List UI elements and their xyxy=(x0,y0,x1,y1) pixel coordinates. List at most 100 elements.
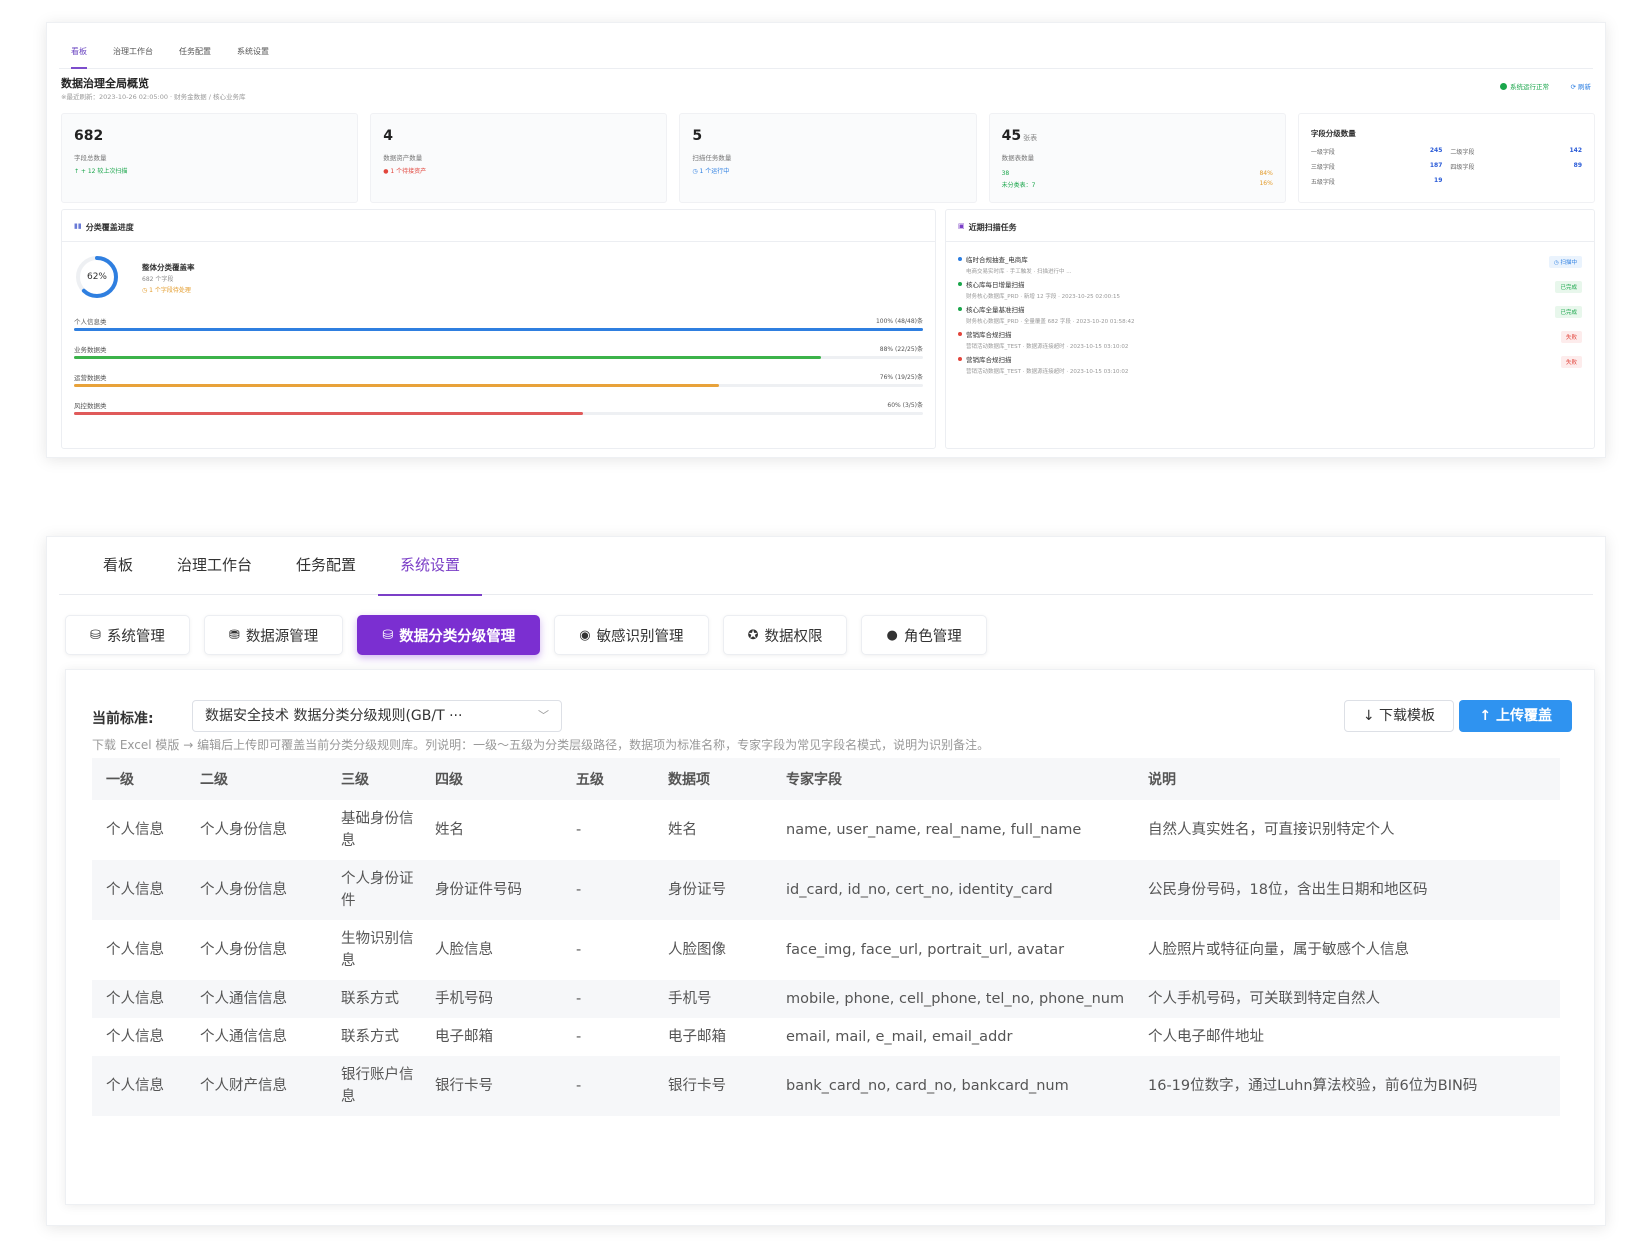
standard-label: 当前标准: xyxy=(92,711,154,727)
stat-cards: 682 字段总数量 ↑ + 12 较上次扫描 4 数据资产数量 ● 1 个待接资… xyxy=(61,113,1596,203)
dashboard-screenshot: 看板 治理工作台 任务配置 系统设置 数据治理全局概览 ※最近刷新：2023-1… xyxy=(46,22,1606,458)
task-name-row: 核心库每日增量扫描 xyxy=(958,279,1582,289)
bar-fill xyxy=(74,356,822,359)
table-cell: 个人身份信息 xyxy=(186,920,327,980)
overall-title: 整体分类覆盖率 xyxy=(142,263,195,272)
stat-card-levels: 字段分级数量 一级字段 245 二级字段 142 三级字段 187 四级字段 89 五级… xyxy=(1297,113,1596,203)
coverage-bar-row: 个人信息类 100% (48/48)条 xyxy=(74,316,923,340)
table-body: 个人信息 个人身份信息 基础身份信息 姓名 - 姓名 name, user_name, re… xyxy=(92,800,1560,1116)
table-cell: 银行账户信息 xyxy=(327,1056,421,1116)
tab-workbench[interactable]: 治理工作台 xyxy=(113,46,153,56)
sensitive-detection-button[interactable]: ◉ 敏感识别管理 xyxy=(554,615,709,655)
table-cell: - xyxy=(562,980,654,1018)
donut-chart xyxy=(76,256,118,298)
bar-fill xyxy=(74,328,923,331)
table-row[interactable]: 个人信息 个人财产信息 银行账户信息 银行卡号 - 银行卡号 bank_card_no, c… xyxy=(92,1056,1560,1116)
task-item[interactable]: 营销库合规扫描 营销活动数据库_TEST · 数据源连接超时 · 2023-10-… xyxy=(958,329,1582,353)
stat-card-assets: 4 数据资产数量 ● 1 个待接资产 xyxy=(370,113,668,203)
table-header-row: 一级 二级 三级 四级 五级 数据项 专家字段 说明 xyxy=(92,758,1560,800)
tab-dashboard[interactable]: 看板 xyxy=(103,556,134,574)
table-cell: 生物识别信息 xyxy=(327,920,421,980)
table-cell: - xyxy=(562,920,654,980)
datasource-management-button[interactable]: ⛃ 数据源管理 xyxy=(203,615,344,655)
table-row[interactable]: 个人信息 个人身份信息 生物识别信息 人脸信息 - 人脸图像 face_img, face_… xyxy=(92,920,1560,980)
system-management-button[interactable]: ⛁ 系统管理 xyxy=(65,615,190,655)
stat-card-tables: 45 张表 数据表数量 38 未分类表：7 84% 16% xyxy=(988,113,1286,203)
download-template-button[interactable]: ↓ 下载模板 xyxy=(1343,700,1454,732)
table-cell: 个人信息 xyxy=(92,1018,186,1056)
column-header: 一级 xyxy=(92,758,186,800)
classification-content: 当前标准: 数据安全技术 数据分类分级规则(GB/T ··· ﹀ ↓ 下载模板 … xyxy=(65,669,1595,1205)
panel-header: ▣ 近期扫描任务 xyxy=(946,210,1594,242)
bar-track xyxy=(74,412,923,415)
tab-workbench[interactable]: 治理工作台 xyxy=(177,556,253,574)
task-name: 营销库合规扫描 xyxy=(966,331,1012,339)
task-item[interactable]: 临时合规抽查_电商库 电商交易实时库 · 手工触发 · 扫描进行中 ... ◷ 扫描… xyxy=(958,254,1582,278)
table-cell: 联系方式 xyxy=(327,980,421,1018)
upload-overwrite-button[interactable]: ↑ 上传覆盖 xyxy=(1459,700,1572,732)
tab-dashboard[interactable]: 看板 xyxy=(71,35,87,69)
classified-pct: 84% xyxy=(1259,170,1273,177)
task-icon: ▣ xyxy=(958,222,965,230)
datasource-icon: ⛃ xyxy=(228,627,240,643)
table-cell: 个人身份证件 xyxy=(327,860,421,920)
eye-icon: ◉ xyxy=(579,627,591,643)
table-cell: 个人通信信息 xyxy=(186,1018,327,1056)
system-status-text: 系统运行正常 xyxy=(1510,83,1549,91)
status-dot-icon xyxy=(958,282,962,286)
standard-select[interactable]: 数据安全技术 数据分类分级规则(GB/T ··· ﹀ xyxy=(192,700,562,732)
stat-unit: 张表 xyxy=(1023,134,1038,142)
table-row[interactable]: 个人信息 个人通信信息 联系方式 手机号码 - 手机号 mobile, phone, cel… xyxy=(92,980,1560,1018)
subnav-label: 系统管理 xyxy=(106,628,165,645)
data-permission-button[interactable]: ✪ 数据权限 xyxy=(722,615,848,655)
table-cell: 个人身份信息 xyxy=(186,860,327,920)
table-cell: 身份证件号码 xyxy=(421,860,562,920)
table-cell: 个人财产信息 xyxy=(186,1056,327,1116)
table-cell: 手机号 xyxy=(654,980,772,1018)
column-header: 说明 xyxy=(1134,758,1560,800)
settings-subnav: ⛁ 系统管理 ⛃ 数据源管理 ⛁ 数据分类分级管理 ◉ 敏感识别管理 ✪ 数据权限 ● 角色… xyxy=(65,615,987,655)
table-cell: mobile, phone, cell_phone, tel_no, phone… xyxy=(772,980,1134,1018)
level-value: 245 xyxy=(1429,147,1443,154)
overall-sub: 682 个字段 xyxy=(142,276,174,283)
role-management-button[interactable]: ● 角色管理 xyxy=(861,615,987,655)
tab-task-config[interactable]: 任务配置 xyxy=(296,556,357,574)
recent-tasks-panel: ▣ 近期扫描任务 临时合规抽查_电商库电商交易实时库 · 手工触发 · 扫描进行中… xyxy=(945,209,1595,449)
stat-value: 5 xyxy=(692,128,703,144)
classification-management-button[interactable]: ⛁ 数据分类分级管理 xyxy=(357,615,541,655)
table-row[interactable]: 个人信息 个人身份信息 基础身份信息 姓名 - 姓名 name, user_name, re… xyxy=(92,800,1560,860)
table-cell: 个人信息 xyxy=(92,920,186,980)
table-row[interactable]: 个人信息 个人通信信息 联系方式 电子邮箱 - 电子邮箱 email, mail, e_ma… xyxy=(92,1018,1560,1056)
stat-value: 682 xyxy=(74,128,104,144)
database-icon: ⛁ xyxy=(90,627,101,643)
table-row[interactable]: 个人信息 个人身份信息 个人身份证件 身份证件号码 - 身份证号 id_card, id_n… xyxy=(92,860,1560,920)
subnav-label: 数据分类分级管理 xyxy=(399,628,516,645)
stat-label: 数据表数量 xyxy=(1001,154,1035,162)
table-cell: 银行卡号 xyxy=(421,1056,562,1116)
unclassified-pct: 16% xyxy=(1259,180,1273,187)
stat-card-fields: 682 字段总数量 ↑ + 12 较上次扫描 xyxy=(61,113,359,203)
refresh-link[interactable]: ⟳ 刷新 xyxy=(1570,83,1591,91)
tab-system-settings[interactable]: 系统设置 xyxy=(237,46,269,56)
table-cell: email, mail, e_mail, email_addr xyxy=(772,1018,1134,1056)
task-item[interactable]: 营销库合规扫描 营销活动数据库_TEST · 数据源连接超时 · 2023-10-… xyxy=(958,354,1582,378)
bar-track xyxy=(74,384,923,387)
chevron-down-icon: ﹀ xyxy=(538,709,549,722)
task-item[interactable]: 核心库每日增量扫描 财务核心数据库_PRD · 新增 12 字段 · 2023-1… xyxy=(958,279,1582,303)
coverage-bar-row: 风控数据类 60% (3/5)条 xyxy=(74,400,923,424)
tab-system-settings[interactable]: 系统设置 xyxy=(378,537,483,596)
task-item[interactable]: 核心库全量基准扫描 财务核心数据库_PRD · 全量覆盖 682 字段 · 202… xyxy=(958,304,1582,328)
table-cell: 身份证号 xyxy=(654,860,772,920)
bar-track xyxy=(74,328,923,331)
task-detail: 电商交易实时库 · 手工触发 · 扫描进行中 ... xyxy=(966,269,1072,275)
levels-title: 字段分级数量 xyxy=(1310,129,1356,138)
stat-note: ● 1 个待接资产 xyxy=(383,168,427,175)
bar-value: 100% (48/48)条 xyxy=(875,318,923,325)
subnav-label: 敏感识别管理 xyxy=(596,628,684,645)
level-value: 89 xyxy=(1573,162,1583,169)
task-name-row: 临时合规抽查_电商库 xyxy=(958,254,1582,264)
tab-task-config[interactable]: 任务配置 xyxy=(179,46,211,56)
task-name-row: 营销库合规扫描 xyxy=(958,329,1582,339)
table-cell: 电子邮箱 xyxy=(654,1018,772,1056)
stat-number: 45 xyxy=(1001,128,1022,144)
